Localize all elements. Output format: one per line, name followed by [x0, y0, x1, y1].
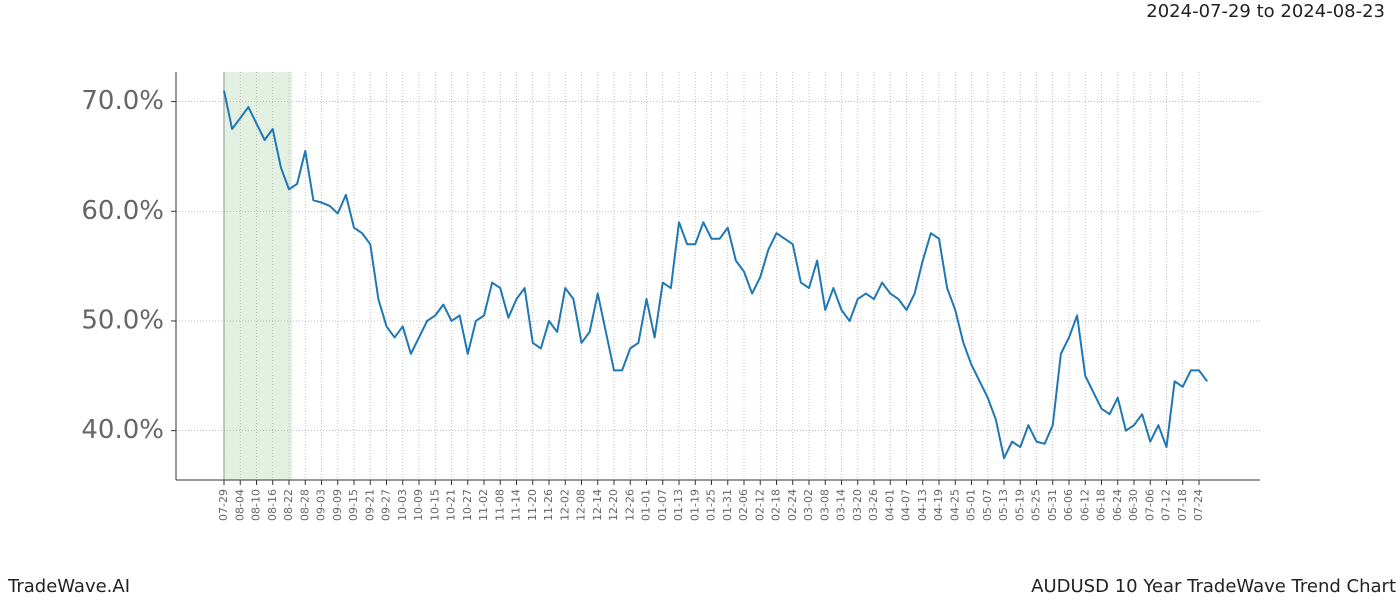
x-tick-label: 09-09	[331, 489, 344, 521]
x-tick-label: 01-07	[656, 489, 669, 521]
x-tick-label: 10-15	[428, 489, 441, 521]
x-tick-label: 09-21	[363, 489, 376, 521]
x-tick-label: 11-02	[477, 489, 490, 521]
x-tick-label: 07-24	[1192, 489, 1205, 521]
x-tick-label: 07-06	[1143, 489, 1156, 521]
x-tick-label: 09-27	[380, 489, 393, 521]
x-tick-label: 05-07	[981, 489, 994, 521]
x-tick-label: 08-10	[250, 489, 263, 521]
x-tick-label: 07-12	[1160, 489, 1173, 521]
x-tick-label: 10-27	[461, 489, 474, 521]
x-tick-label: 05-25	[1030, 489, 1043, 521]
y-tick-label: 40.0%	[81, 415, 164, 445]
x-tick-label: 03-14	[835, 489, 848, 521]
chart-subtitle: 2024-07-29 to 2024-08-23	[1146, 1, 1385, 22]
x-tick-label: 03-08	[818, 489, 831, 521]
x-tick-label: 06-12	[1078, 489, 1091, 521]
x-tick-label: 09-15	[347, 489, 360, 521]
x-tick-label: 03-26	[867, 489, 880, 521]
chart-title: AUDUSD 10 Year TradeWave Trend Chart	[1031, 576, 1396, 597]
x-tick-label: 05-19	[1013, 489, 1026, 521]
x-tick-label: 06-24	[1111, 489, 1124, 521]
highlight-region	[224, 72, 292, 480]
x-tick-label: 02-06	[737, 489, 750, 521]
x-tick-label: 05-31	[1046, 489, 1059, 521]
x-tick-label: 02-12	[753, 489, 766, 521]
x-tick-label: 11-14	[510, 489, 523, 521]
x-tick-label: 12-14	[591, 489, 604, 521]
x-tick-label: 03-20	[851, 489, 864, 521]
x-tick-label: 01-25	[705, 489, 718, 521]
x-tick-label: 01-31	[721, 489, 734, 521]
x-tick-label: 11-08	[493, 489, 506, 521]
y-tick-label: 70.0%	[81, 86, 164, 116]
x-tick-label: 04-01	[883, 489, 896, 521]
x-tick-label: 04-07	[900, 489, 913, 521]
x-tick-label: 04-19	[932, 489, 945, 521]
x-tick-label: 10-03	[396, 489, 409, 521]
x-tick-label: 06-18	[1095, 489, 1108, 521]
x-tick-label: 06-30	[1127, 489, 1140, 521]
x-tick-label: 05-13	[997, 489, 1010, 521]
x-tick-label: 01-19	[688, 489, 701, 521]
series-line	[223, 90, 1208, 460]
x-tick-label: 12-02	[558, 489, 571, 521]
x-tick-label: 12-08	[575, 489, 588, 521]
x-tick-label: 12-20	[607, 489, 620, 521]
source-label: TradeWave.AI	[7, 576, 130, 597]
x-tick-label: 07-29	[217, 489, 230, 521]
x-tick-label: 08-16	[266, 489, 279, 521]
x-tick-label: 01-01	[640, 489, 653, 521]
x-tick-label: 11-20	[526, 489, 539, 521]
y-tick-label: 50.0%	[81, 305, 164, 335]
x-tick-label: 02-18	[770, 489, 783, 521]
x-tick-label: 05-01	[965, 489, 978, 521]
x-tick-label: 01-13	[672, 489, 685, 521]
x-tick-label: 08-28	[298, 489, 311, 521]
x-tick-label: 03-02	[802, 489, 815, 521]
x-tick-label: 04-13	[916, 489, 929, 521]
x-tick-label: 11-26	[542, 489, 555, 521]
x-tick-label: 10-21	[445, 489, 458, 521]
x-tick-label: 02-24	[786, 489, 799, 521]
x-tick-label: 06-06	[1062, 489, 1075, 521]
x-tick-label: 10-09	[412, 489, 425, 521]
x-tick-label: 09-03	[315, 489, 328, 521]
x-tick-label: 07-18	[1176, 489, 1189, 521]
x-tick-label: 04-25	[948, 489, 961, 521]
x-tick-label: 08-22	[282, 489, 295, 521]
y-tick-label: 60.0%	[81, 196, 164, 226]
x-tick-label: 12-26	[623, 489, 636, 521]
x-tick-label: 08-04	[233, 489, 246, 521]
